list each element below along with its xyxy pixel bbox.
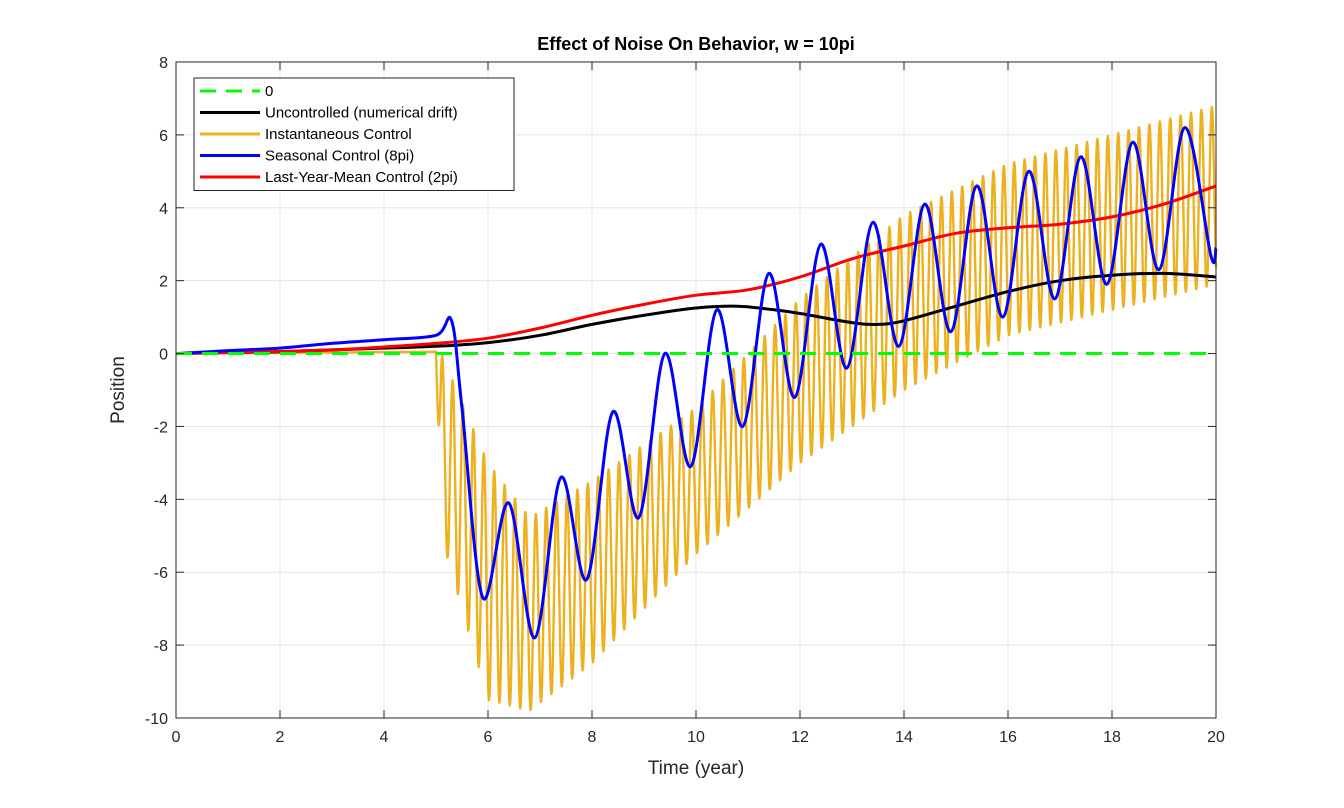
- legend-entry: Last-Year-Mean Control (2pi): [265, 169, 458, 186]
- x-tick-label: 20: [1207, 729, 1225, 746]
- y-tick-label: 4: [159, 201, 168, 218]
- y-tick-label: -2: [154, 419, 168, 436]
- legend-entry: 0: [265, 83, 273, 100]
- x-tick-label: 16: [999, 729, 1017, 746]
- x-tick-label: 4: [380, 729, 389, 746]
- y-tick-label: 6: [159, 128, 168, 145]
- x-tick-label: 18: [1103, 729, 1121, 746]
- series-line-2: [175, 105, 1218, 712]
- x-tick-label: 14: [895, 729, 913, 746]
- y-tick-label: -4: [154, 492, 168, 509]
- y-axis-label: Position: [108, 356, 129, 424]
- legend-entry: Uncontrolled (numerical drift): [265, 105, 458, 122]
- x-tick-label: 10: [687, 729, 705, 746]
- x-tick-label: 6: [484, 729, 493, 746]
- x-tick-label: 0: [172, 729, 181, 746]
- series-line-3: [175, 126, 1218, 640]
- legend: 0 Uncontrolled (numerical drift) Instantan…: [193, 77, 515, 191]
- axis-ticks: 0 2 4 6 8 10 12 14 16 18 20 -10 -8 -6 -4 -2 0 2 4 6 8: [145, 55, 1225, 746]
- x-tick-label: 2: [276, 729, 285, 746]
- y-tick-label: 8: [159, 55, 168, 72]
- y-tick-label: -10: [145, 711, 168, 728]
- chart-title: Effect of Noise On Behavior, w = 10pi: [537, 34, 855, 54]
- x-tick-label: 12: [791, 729, 809, 746]
- y-tick-label: 2: [159, 274, 168, 291]
- y-tick-label: -6: [154, 565, 168, 582]
- series-line-4: [175, 184, 1217, 356]
- x-tick-label: 8: [588, 729, 597, 746]
- y-tick-label: -8: [154, 638, 168, 655]
- legend-entry: Instantaneous Control: [265, 126, 412, 143]
- x-axis-label: Time (year): [648, 758, 744, 779]
- plot-area: [175, 105, 1218, 712]
- y-tick-label: 0: [159, 347, 168, 364]
- legend-entry: Seasonal Control (8pi): [265, 148, 414, 165]
